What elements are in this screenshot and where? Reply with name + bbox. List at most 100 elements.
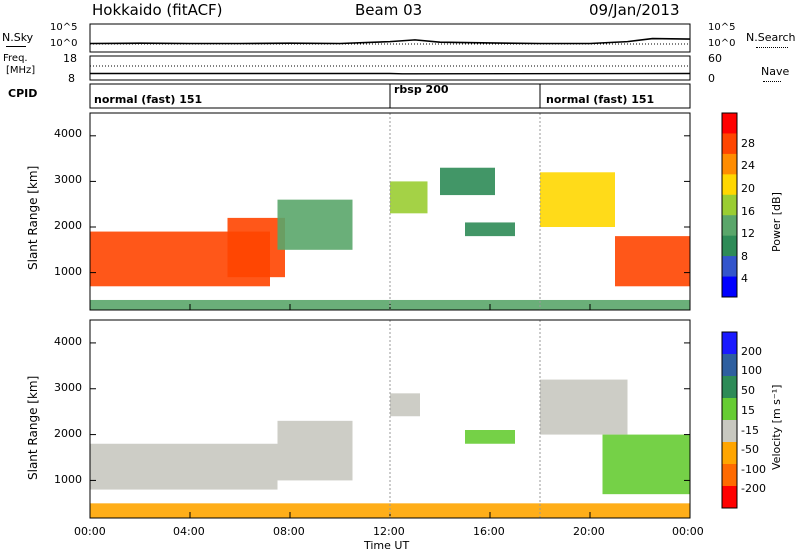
cpid-segment-2: rbsp 200: [394, 83, 449, 96]
velocity-colorbar-segment: [722, 354, 737, 377]
nave-tick-high: 60: [708, 52, 722, 65]
nsearch-tick-high: 10^5: [708, 22, 736, 33]
xtick-1: 04:00: [173, 525, 205, 538]
velocity-colorbar-segment: [722, 398, 737, 421]
nsky-tick-low: 10^0: [50, 38, 78, 49]
nsky-line-legend: [6, 46, 26, 47]
nsky-tick-high: 10^5: [50, 22, 78, 33]
power-ytick-4000: 4000: [54, 127, 82, 140]
velocity-colorbar-segment: [722, 420, 737, 443]
velocity-region: [602, 434, 690, 495]
velocity-ytick-2000: 2000: [54, 427, 82, 440]
freq-panel-frame: [89, 55, 691, 81]
power-region: [615, 236, 690, 287]
cpid-segment-1: normal (fast) 151: [94, 93, 203, 106]
velocity-region: [277, 420, 353, 481]
power-cb-tick-24: 24: [741, 159, 755, 172]
power-cb-tick-20: 20: [741, 182, 755, 195]
velocity-ytick-3000: 3000: [54, 381, 82, 394]
power-region: [390, 181, 428, 214]
date-title: 09/Jan/2013: [589, 1, 680, 19]
vel-cb-tick-50: 50: [741, 384, 755, 397]
vel-cb-tick-15: 15: [741, 404, 755, 417]
freq-tick-low: 8: [68, 72, 75, 85]
velocity-colorbar-frame: [721, 331, 738, 509]
velocity-colorbar-segment: [722, 332, 737, 355]
power-panel-frame: [89, 112, 691, 311]
power-ytick-2000: 2000: [54, 219, 82, 232]
power-cb-tick-8: 8: [741, 250, 748, 263]
power-colorbar-label: Power [dB]: [770, 192, 783, 252]
noise-panel-frame: [89, 23, 691, 53]
xtick-6: 00:00: [672, 525, 704, 538]
power-region: [440, 167, 495, 196]
power-colorbar-segment: [722, 194, 737, 216]
velocity-region: [465, 430, 515, 444]
power-region: [90, 299, 690, 310]
xtick-2: 08:00: [273, 525, 305, 538]
velocity-region: [540, 379, 628, 435]
xtick-3: 12:00: [373, 525, 405, 538]
power-ytick-3000: 3000: [54, 173, 82, 186]
freq-unit-label: [MHz]: [6, 65, 36, 76]
vel-cb-tick-200: 200: [741, 345, 762, 358]
power-region: [540, 172, 615, 228]
velocity-region: [90, 443, 278, 490]
velocity-ytick-4000: 4000: [54, 335, 82, 348]
nsearch-label: N.Search: [746, 31, 796, 44]
power-ytick-1000: 1000: [54, 265, 82, 278]
power-frame: [89, 112, 691, 311]
cpid-label: CPID: [8, 87, 38, 100]
power-colorbar-segment: [722, 153, 737, 175]
vel-panel-frame: [89, 319, 691, 519]
power-region: [277, 199, 353, 250]
vel-cb-tick-m50: -50: [741, 443, 759, 456]
velocity-frame: [89, 319, 691, 519]
power-region: [465, 222, 515, 237]
velocity-colorbar-segment: [722, 376, 737, 399]
velocity-colorbar-label: Velocity [m s⁻¹]: [770, 384, 783, 470]
xaxis-label: Time UT: [364, 539, 410, 552]
velocity-ylabel: Slant Range [km]: [26, 375, 40, 480]
power-colorbar-segment: [722, 174, 737, 196]
power-region: [90, 231, 270, 287]
beam-title: Beam 03: [355, 1, 423, 19]
nave-label: Nave: [761, 65, 790, 78]
velocity-colorbar-segment: [722, 464, 737, 487]
freq-label: Freq.: [3, 53, 28, 64]
nsearch-tick-low: 10^0: [708, 38, 736, 49]
vel-cb-tick-100: 100: [741, 364, 762, 377]
power-colorbar-segment: [722, 113, 737, 134]
nsky-label: N.Sky: [2, 31, 34, 44]
power-cb-tick-12: 12: [741, 227, 755, 240]
station-title: Hokkaido (fitACF): [92, 1, 223, 19]
vel-cb-tick-m15: -15: [741, 424, 759, 437]
nsearch-line-legend: [756, 47, 788, 48]
vel-cb-tick-m200: -200: [741, 482, 766, 495]
power-cb-tick-4: 4: [741, 272, 748, 285]
power-colorbar-frame: [721, 112, 738, 298]
velocity-colorbar-segment: [722, 442, 737, 465]
freq-tick-high: 18: [63, 52, 77, 65]
xtick-4: 16:00: [473, 525, 505, 538]
velocity-region: [390, 393, 420, 417]
vel-cb-tick-m100: -100: [741, 463, 766, 476]
power-colorbar-segment: [722, 276, 737, 298]
power-region: [227, 217, 285, 278]
power-colorbar-segment: [722, 256, 737, 278]
cpid-segment-3: normal (fast) 151: [546, 93, 655, 106]
xtick-0: 00:00: [74, 525, 106, 538]
velocity-ytick-1000: 1000: [54, 473, 82, 486]
velocity-colorbar-segment: [722, 486, 737, 509]
power-cb-tick-28: 28: [741, 137, 755, 150]
power-colorbar-segment: [722, 215, 737, 237]
nave-line-legend: [763, 81, 781, 82]
xtick-5: 20:00: [573, 525, 605, 538]
noise-sky-line: [89, 37, 691, 45]
nave-tick-low: 0: [708, 72, 715, 85]
power-ylabel: Slant Range [km]: [26, 165, 40, 270]
velocity-region: [90, 503, 690, 518]
power-cb-tick-16: 16: [741, 205, 755, 218]
power-colorbar-segment: [722, 133, 737, 155]
power-colorbar-segment: [722, 235, 737, 257]
